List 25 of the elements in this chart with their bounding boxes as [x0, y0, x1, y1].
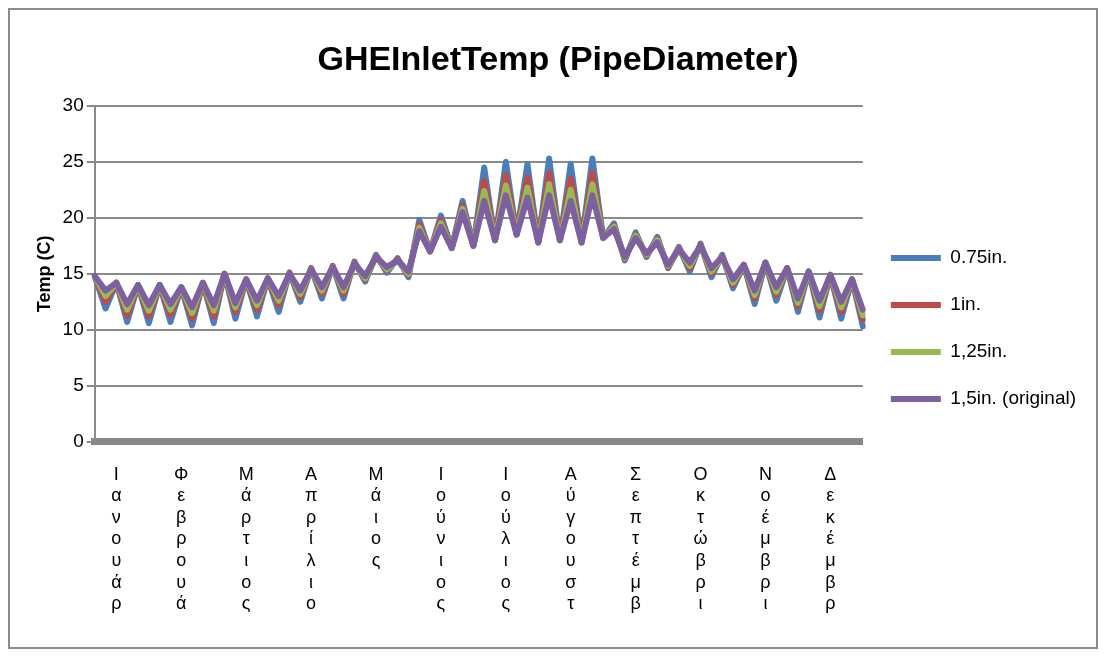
- legend-label: 1,5in. (original): [950, 387, 1076, 409]
- x-tick-label: Ιανουάρ: [111, 463, 122, 614]
- x-tick-label: Νοέμβρι: [758, 463, 772, 614]
- x-tick-label: Αύγουστ: [564, 463, 577, 614]
- x-tick-label: Μάιος: [368, 463, 384, 570]
- x-tick-label: Ιούνιος: [435, 463, 446, 614]
- y-axis-title: Temp (C): [33, 235, 54, 313]
- chart-title: GHEInletTemp (PipeDiameter): [317, 38, 799, 77]
- legend-label: 0.75in.: [950, 246, 1008, 268]
- legend-label: 1,25in.: [950, 340, 1008, 362]
- x-tick-label: Απρίλιο: [304, 463, 318, 614]
- legend-label: 1in.: [950, 293, 981, 315]
- y-tick-label: 25: [62, 150, 84, 172]
- y-tick-label: 30: [62, 94, 84, 116]
- y-tick-label: 5: [73, 374, 84, 396]
- x-tick-label: Φεβρουά: [174, 463, 189, 614]
- x-tick-label: Ιούλιος: [500, 463, 511, 614]
- x-tick-label: Δεκέμβρ: [824, 463, 837, 614]
- y-tick-label: 15: [62, 262, 84, 284]
- x-tick-label: Μάρτιος: [238, 463, 254, 614]
- y-tick-label: 0: [73, 430, 84, 452]
- x-tick-label: Σεπτέμβ: [629, 463, 642, 614]
- y-tick-label: 20: [62, 206, 84, 228]
- x-tick-label: Οκτώβρι: [693, 463, 708, 614]
- y-tick-label: 10: [62, 318, 84, 340]
